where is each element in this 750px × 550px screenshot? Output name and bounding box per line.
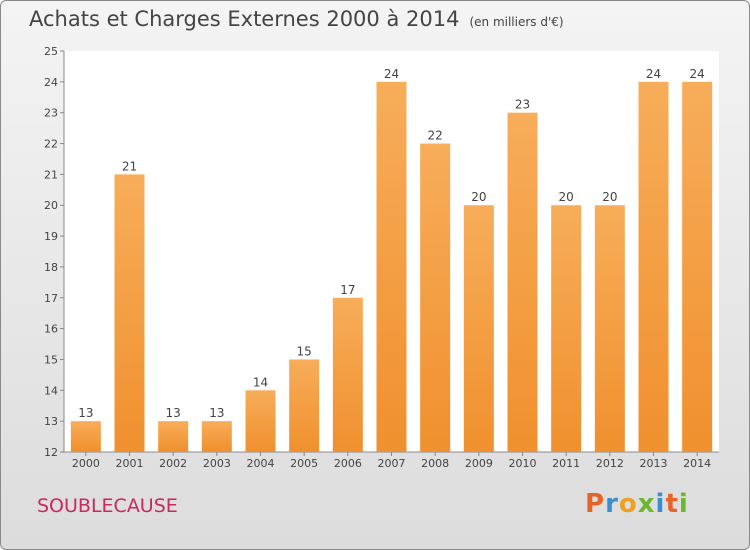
- x-tick-label: 2004: [247, 457, 275, 470]
- data-label: 23: [515, 98, 530, 112]
- data-label: 13: [209, 406, 224, 420]
- bar: [289, 359, 320, 452]
- x-tick-label: 2005: [290, 457, 318, 470]
- y-tick-label: 23: [44, 107, 58, 120]
- y-tick-label: 13: [44, 415, 58, 428]
- y-tick-label: 12: [44, 446, 58, 459]
- y-tick-label: 18: [44, 261, 58, 274]
- logo-letter: P: [585, 489, 606, 519]
- commune-name: SOUBLECAUSE: [37, 495, 178, 517]
- logo-letter: x: [637, 489, 656, 519]
- bar: [376, 81, 407, 452]
- y-tick-label: 16: [44, 323, 58, 336]
- y-tick-label: 15: [44, 353, 58, 366]
- y-tick-label: 24: [44, 76, 58, 89]
- logo-letter: r: [605, 489, 619, 519]
- x-tick-label: 2011: [552, 457, 580, 470]
- data-label: 22: [428, 129, 443, 143]
- chart-title-text: Achats et Charges Externes 2000 à 2014: [29, 7, 460, 31]
- data-label: 15: [297, 344, 312, 358]
- data-label: 13: [166, 406, 181, 420]
- x-tick-label: 2006: [334, 457, 362, 470]
- y-tick-label: 20: [44, 199, 58, 212]
- y-tick-label: 21: [44, 168, 58, 181]
- x-tick-label: 2008: [421, 457, 449, 470]
- y-tick-label: 19: [44, 230, 58, 243]
- x-tick-label: 2013: [640, 457, 668, 470]
- proxiti-logo[interactable]: Proxiti: [585, 489, 689, 519]
- data-label: 13: [78, 406, 93, 420]
- x-tick-label: 2000: [72, 457, 100, 470]
- logo-letter: t: [665, 489, 679, 519]
- bar: [158, 421, 189, 452]
- bar: [245, 390, 276, 452]
- bar: [463, 205, 494, 452]
- bar: [332, 297, 363, 452]
- y-tick-label: 25: [44, 45, 58, 58]
- logo-letter: o: [618, 489, 638, 519]
- bar: [70, 421, 101, 452]
- x-tick-label: 2009: [465, 457, 493, 470]
- data-label: 17: [340, 283, 355, 297]
- chart-subtitle: (en milliers d'€): [469, 15, 564, 29]
- data-label: 20: [602, 190, 617, 204]
- data-label: 20: [559, 190, 574, 204]
- bar: [507, 112, 538, 452]
- x-tick-label: 2010: [509, 457, 537, 470]
- bar: [114, 174, 145, 452]
- data-label: 21: [122, 159, 137, 173]
- x-tick-label: 2012: [596, 457, 624, 470]
- bar: [682, 81, 713, 452]
- data-label: 24: [384, 67, 399, 81]
- chart-title: Achats et Charges Externes 2000 à 2014 (e…: [29, 7, 564, 31]
- bar: [638, 81, 669, 452]
- logo-letter: i: [678, 489, 689, 519]
- x-tick-label: 2007: [378, 457, 406, 470]
- data-label: 24: [646, 67, 661, 81]
- bar: [420, 143, 451, 453]
- y-tick-label: 17: [44, 292, 58, 305]
- bar: [551, 205, 582, 452]
- logo-letter: i: [655, 489, 666, 519]
- x-tick-label: 2003: [203, 457, 231, 470]
- x-tick-label: 2014: [683, 457, 711, 470]
- y-tick-label: 14: [44, 384, 58, 397]
- data-label: 24: [690, 67, 705, 81]
- y-tick-label: 22: [44, 138, 58, 151]
- data-label: 20: [471, 190, 486, 204]
- x-tick-label: 2001: [116, 457, 144, 470]
- bar: [594, 205, 625, 452]
- bar: [201, 421, 232, 452]
- data-label: 14: [253, 375, 268, 389]
- x-tick-label: 2002: [159, 457, 187, 470]
